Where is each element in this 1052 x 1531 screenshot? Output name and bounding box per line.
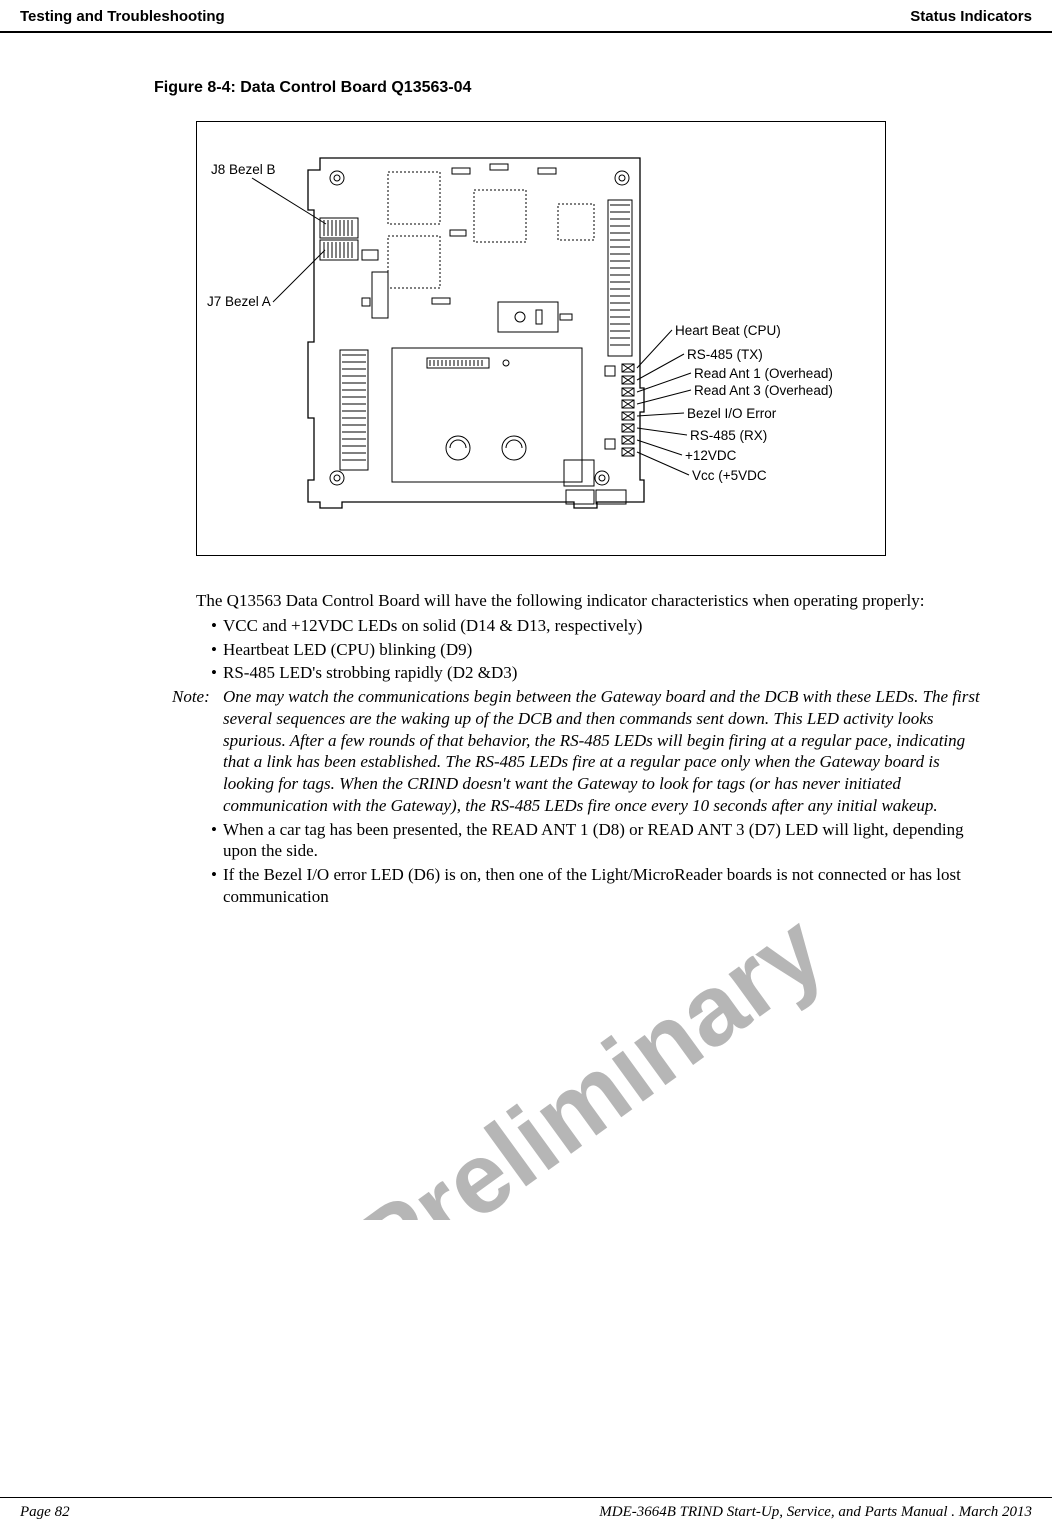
note-block: Note: One may watch the communications b… — [196, 686, 980, 817]
bullet-heartbeat: Heartbeat LED (CPU) blinking (D9) — [211, 639, 980, 661]
footer-page: Page 82 — [20, 1504, 70, 1521]
bullet-list-1: VCC and +12VDC LEDs on solid (D14 & D13,… — [196, 615, 980, 684]
bullet-list-2: When a car tag has been presented, the R… — [196, 819, 980, 908]
header-left: Testing and Troubleshooting — [20, 8, 225, 25]
board-diagram: J8 Bezel B J7 Bezel A Heart Beat (CPU) R… — [196, 121, 886, 556]
page-footer: Page 82 MDE-3664B TRIND Start-Up, Servic… — [0, 1497, 1052, 1521]
bullet-vcc: VCC and +12VDC LEDs on solid (D14 & D13,… — [211, 615, 980, 637]
note-label: Note: — [172, 686, 210, 708]
body-text: Preliminary The Q13563 Data Control Boar… — [196, 590, 980, 908]
header-right: Status Indicators — [910, 8, 1032, 25]
bullet-car-tag: When a car tag has been presented, the R… — [211, 819, 980, 863]
bullet-bezel-io: If the Bezel I/O error LED (D6) is on, t… — [211, 864, 980, 908]
figure-caption: Figure 8-4: Data Control Board Q13563-04 — [154, 79, 1052, 97]
page-header: Testing and Troubleshooting Status Indic… — [0, 0, 1052, 33]
intro-paragraph: The Q13563 Data Control Board will have … — [196, 590, 980, 612]
callout-lines — [197, 122, 887, 557]
footer-doc: MDE-3664B TRIND Start-Up, Service, and P… — [599, 1504, 1032, 1521]
bullet-rs485: RS-485 LED's strobbing rapidly (D2 &D3) — [211, 662, 980, 684]
note-text: One may watch the communications begin b… — [223, 687, 980, 815]
watermark-text: Preliminary — [337, 892, 844, 1220]
